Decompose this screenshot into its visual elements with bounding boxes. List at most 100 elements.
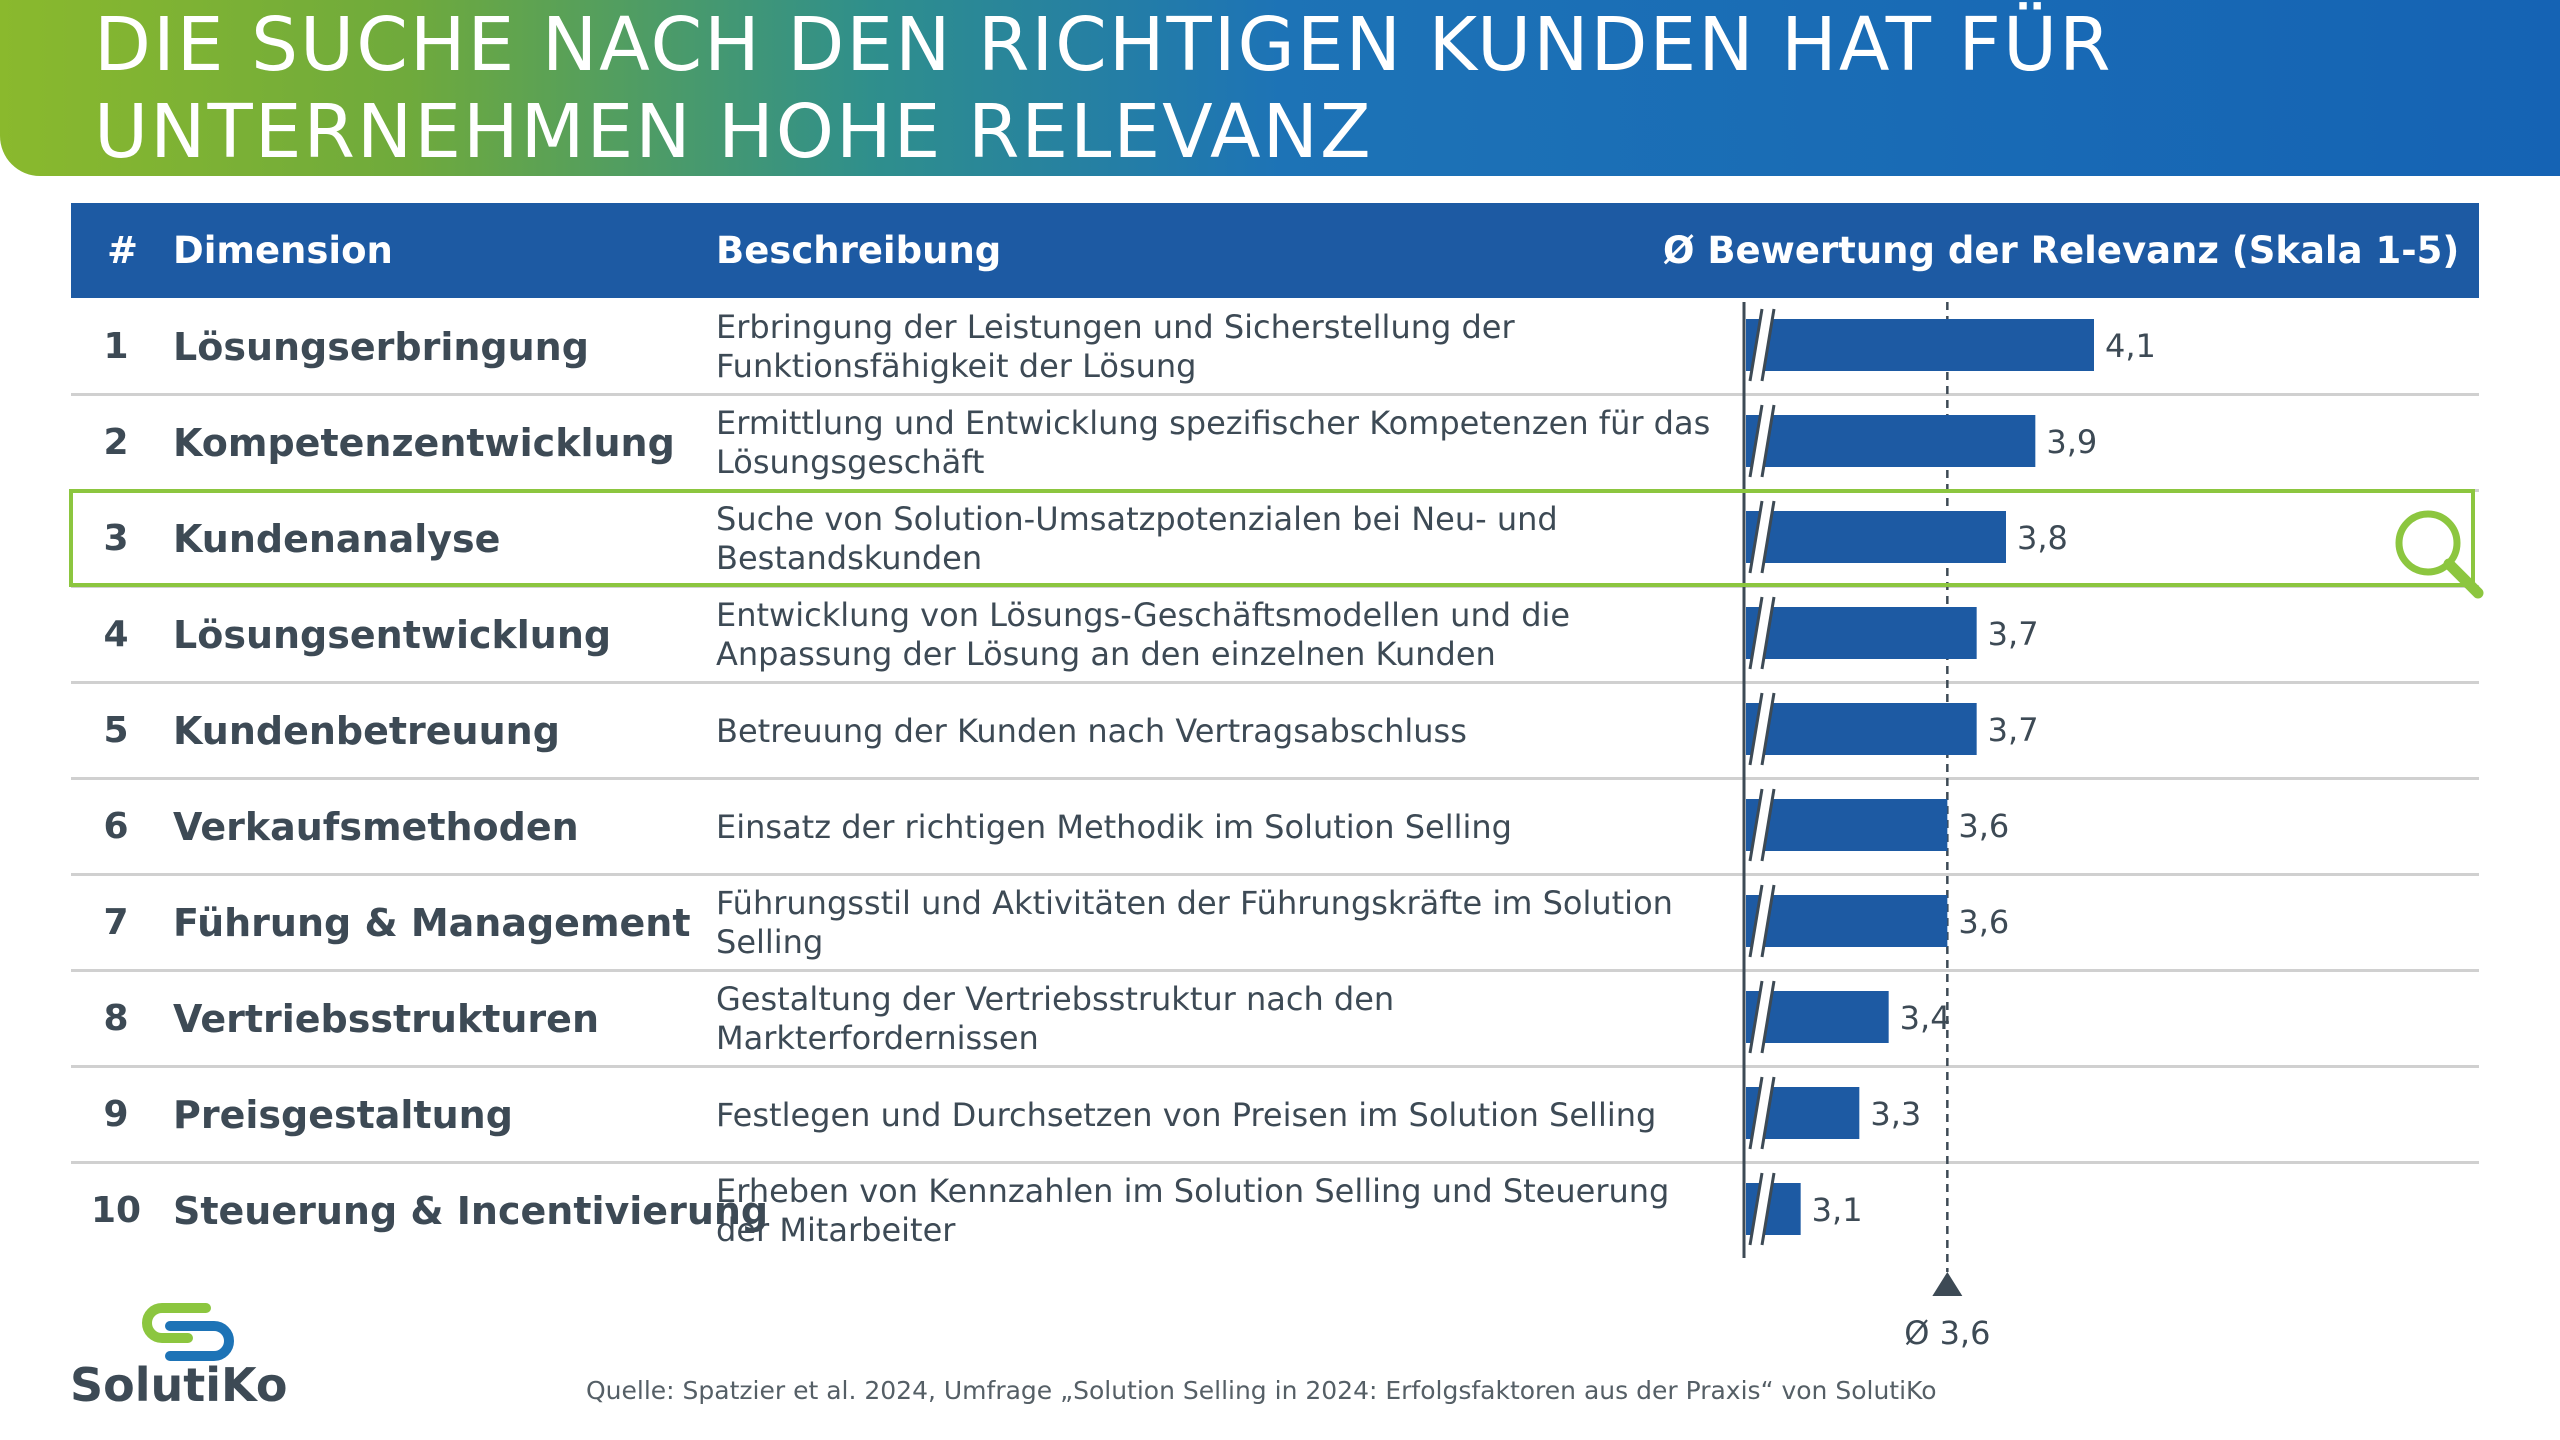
source-note: Quelle: Spatzier et al. 2024, Umfrage „S… [586,1376,1937,1405]
table-row: 4 Lösungsentwicklung Entwicklung von Lösun… [71,587,2479,683]
axis-break-mark [1748,308,1764,382]
data-label: 3,6 [1958,903,2009,941]
bar [1746,511,2006,563]
row-divider [71,777,2479,780]
data-label: 3,8 [2017,519,2068,557]
table-row: 1 Lösungserbringung Erbringung der Leistun… [71,299,2479,395]
axis-break-mark [1760,788,1776,862]
row-description: Ermittlung und Entwicklung spezifischer … [716,404,1711,481]
header-num: # [107,229,139,272]
row-description-cell: Gestaltung der Vertriebsstruktur nach de… [716,971,1716,1067]
table-row: 7 Führung & Management Führungsstil und Ak… [71,875,2479,971]
axis-break-mark [1748,1172,1764,1246]
row-description-cell: Ermittlung und Entwicklung spezifischer … [716,395,1716,491]
axis-break-gap [1750,1173,1774,1245]
axis-break-mark [1760,692,1776,766]
axis-break-mark [1760,596,1776,670]
data-label: 3,7 [1988,711,2039,749]
data-label: 3,1 [1812,1191,1863,1229]
row-divider [71,1161,2479,1164]
row-divider [71,1065,2479,1068]
row-description: Erheben von Kennzahlen im Solution Selli… [716,1172,1670,1249]
axis-break-mark [1748,500,1764,574]
row-dimension: Vertriebsstrukturen [173,997,599,1041]
row-description: Festlegen und Durchsetzen von Preisen im… [716,1095,1657,1134]
table-row: 2 Kompetenzentwicklung Ermittlung und Entw… [71,395,2479,491]
logo-text: SolutiKo [70,1358,288,1412]
row-description: Erbringung der Leistungen und Sicherstel… [716,308,1515,385]
axis-break-mark [1748,980,1764,1054]
header-dimension: Dimension [173,229,393,272]
axis-break-gap [1750,501,1774,573]
bar [1746,895,1948,947]
bar [1746,703,1977,755]
axis-break-mark [1748,884,1764,958]
axis-break-mark [1760,884,1776,958]
page-title: DIE SUCHE NACH DEN RICHTIGEN KUNDEN HAT … [94,2,2113,175]
axis-break-gap [1750,981,1774,1053]
data-label: 3,4 [1900,999,1951,1037]
row-description-cell: Entwicklung von Lösungs-Geschäftsmodelle… [716,587,1716,683]
row-dimension: Verkaufsmethoden [173,805,579,849]
bar [1746,319,2094,371]
table-row: 3 Kundenanalyse Suche von Solution-Umsatzp… [71,491,2479,587]
axis-break-mark [1748,404,1764,478]
row-description-cell: Erbringung der Leistungen und Sicherstel… [716,299,1716,395]
row-number: 9 [103,1094,129,1135]
solutiko-logo-icon [142,1303,234,1361]
axis-break-mark [1748,1076,1764,1150]
row-description: Entwicklung von Lösungs-Geschäftsmodelle… [716,596,1571,673]
header-rating: Ø Bewertung der Relevanz (Skala 1-5) [1663,229,2460,272]
row-dimension: Steuerung & Incentivierung [173,1189,769,1233]
bar [1746,415,2036,467]
row-dimension: Führung & Management [173,901,691,945]
row-number: 6 [103,806,129,847]
highlight-frame [69,489,2475,587]
row-description: Führungsstil und Aktivitäten der Führung… [716,884,1673,961]
axis-break-mark [1760,404,1776,478]
axis-break-mark [1748,788,1764,862]
row-description: Gestaltung der Vertriebsstruktur nach de… [716,980,1395,1057]
row-divider [71,873,2479,876]
header-description: Beschreibung [716,229,1002,272]
row-number: 10 [90,1190,142,1231]
row-number: 3 [103,518,129,559]
axis-break-gap [1750,405,1774,477]
row-number: 2 [103,422,129,463]
row-number: 4 [103,614,129,655]
data-label: 3,6 [1958,807,2009,845]
axis-break-gap [1750,309,1774,381]
row-description-cell: Erheben von Kennzahlen im Solution Selli… [716,1163,1716,1259]
row-dimension: Lösungsentwicklung [173,613,612,657]
row-dimension: Kundenanalyse [173,517,501,561]
axis-break-mark [1760,1076,1776,1150]
axis-break-gap [1750,789,1774,861]
row-description-cell: Einsatz der richtigen Methodik im Soluti… [716,779,1716,875]
row-description: Betreuung der Kunden nach Vertragsabschl… [716,711,1467,750]
axis-break-mark [1760,308,1776,382]
data-label: 3,3 [1870,1095,1921,1133]
row-dimension: Kundenbetreuung [173,709,560,753]
row-divider [71,681,2479,684]
table-row: 9 Preisgestaltung Festlegen und Durchsetze… [71,1067,2479,1163]
table-row: 8 Vertriebsstrukturen Gestaltung der Vertr… [71,971,2479,1067]
axis-break-gap [1750,885,1774,957]
data-label: 4,1 [2105,327,2156,365]
table-row: 6 Verkaufsmethoden Einsatz der richtigen M… [71,779,2479,875]
axis-break-gap [1750,597,1774,669]
table-row: 10 Steuerung & Incentivierung Erheben von … [71,1163,2479,1259]
row-description-cell: Festlegen und Durchsetzen von Preisen im… [716,1067,1716,1163]
row-dimension: Lösungserbringung [173,325,589,369]
average-marker [1932,1272,1963,1296]
axis-break-gap [1750,693,1774,765]
bar [1746,607,1977,659]
row-description-cell: Suche von Solution-Umsatzpotenzialen bei… [716,491,1716,587]
data-label: 3,9 [2046,423,2097,461]
axis-break-gap [1750,1077,1774,1149]
row-dimension: Kompetenzentwicklung [173,421,675,465]
table-row: 5 Kundenbetreuung Betreuung der Kunden nac… [71,683,2479,779]
row-description-cell: Führungsstil und Aktivitäten der Führung… [716,875,1716,971]
row-description: Suche von Solution-Umsatzpotenzialen bei… [716,500,1558,577]
axis-break-mark [1760,1172,1776,1246]
